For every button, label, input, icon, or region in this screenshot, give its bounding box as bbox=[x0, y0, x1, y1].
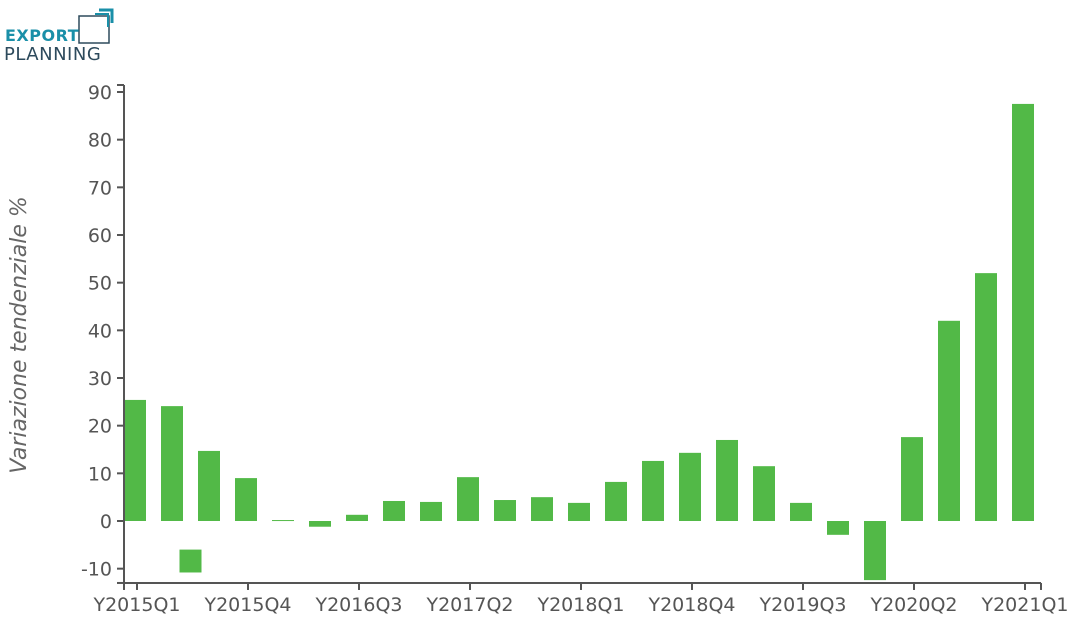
bar-Y2021Q1 bbox=[1012, 103, 1034, 522]
bar-Y2020Q2 bbox=[901, 437, 923, 521]
x-tick-label: Y2018Q1 bbox=[536, 594, 624, 616]
bar-Y2016Q2 bbox=[309, 521, 331, 527]
y-tick-label: 50 bbox=[88, 273, 112, 295]
bar-Y2017Q3 bbox=[494, 500, 516, 521]
logo-text-planning: PLANNING bbox=[4, 44, 102, 65]
bar-Y2016Q1 bbox=[272, 520, 294, 522]
x-tick-label: Y2021Q1 bbox=[980, 594, 1068, 616]
y-tick-label: 20 bbox=[88, 416, 112, 438]
bar-Y2020Q1 bbox=[864, 521, 886, 581]
logo-text-export: EXPORT bbox=[5, 26, 80, 45]
bar-Y2015Q4 bbox=[235, 478, 257, 521]
y-tick-label: 40 bbox=[88, 320, 112, 342]
y-tick-label: 10 bbox=[88, 463, 112, 485]
x-tick-label: Y2016Q3 bbox=[314, 594, 402, 616]
bar-Y2018Q2 bbox=[605, 481, 627, 521]
bar-Y2019Q4 bbox=[827, 521, 849, 535]
y-tick-label: 60 bbox=[88, 225, 112, 247]
bar-Y2019Q1 bbox=[716, 439, 738, 521]
bar-Y2018Q1 bbox=[568, 502, 590, 521]
y-tick-label: 70 bbox=[88, 177, 112, 199]
bar-Y2015Q2 bbox=[161, 406, 183, 521]
bar-Y2015Q1 bbox=[124, 399, 146, 521]
x-tick-label: Y2015Q4 bbox=[203, 594, 291, 616]
y-tick-label: 80 bbox=[88, 130, 112, 152]
bar-Y2016Q3 bbox=[346, 514, 368, 521]
logo-squares-icon bbox=[78, 8, 114, 44]
x-tick-label: Y2015Q1 bbox=[92, 594, 180, 616]
bar-Y2020Q3 bbox=[938, 320, 960, 521]
bar-Y2017Q4 bbox=[531, 497, 553, 521]
x-tick-label: Y2018Q4 bbox=[647, 594, 735, 616]
bar-Y2015Q3 bbox=[198, 450, 220, 521]
y-tick-label: 0 bbox=[100, 511, 112, 533]
export-planning-logo: EXPORT PLANNING bbox=[4, 4, 124, 65]
bar-Y2018Q3 bbox=[642, 460, 664, 521]
y-tick-label: 90 bbox=[88, 82, 112, 104]
bar-Y2016Q4 bbox=[383, 500, 405, 521]
bar-Y2019Q3 bbox=[790, 502, 812, 521]
floating-bar bbox=[179, 549, 202, 573]
y-tick-label: -10 bbox=[81, 559, 112, 581]
bar-Y2017Q2 bbox=[457, 477, 479, 521]
y-axis-label: Variazione tendenziale % bbox=[7, 196, 32, 474]
bar-Y2020Q4 bbox=[975, 273, 997, 521]
x-tick-label: Y2020Q2 bbox=[869, 594, 957, 616]
bar-Y2017Q1 bbox=[420, 501, 442, 521]
x-tick-label: Y2017Q2 bbox=[425, 594, 513, 616]
bar-Y2018Q4 bbox=[679, 452, 701, 521]
bar-Y2019Q2 bbox=[753, 466, 775, 521]
x-tick-label: Y2019Q3 bbox=[758, 594, 846, 616]
y-tick-label: 30 bbox=[88, 368, 112, 390]
